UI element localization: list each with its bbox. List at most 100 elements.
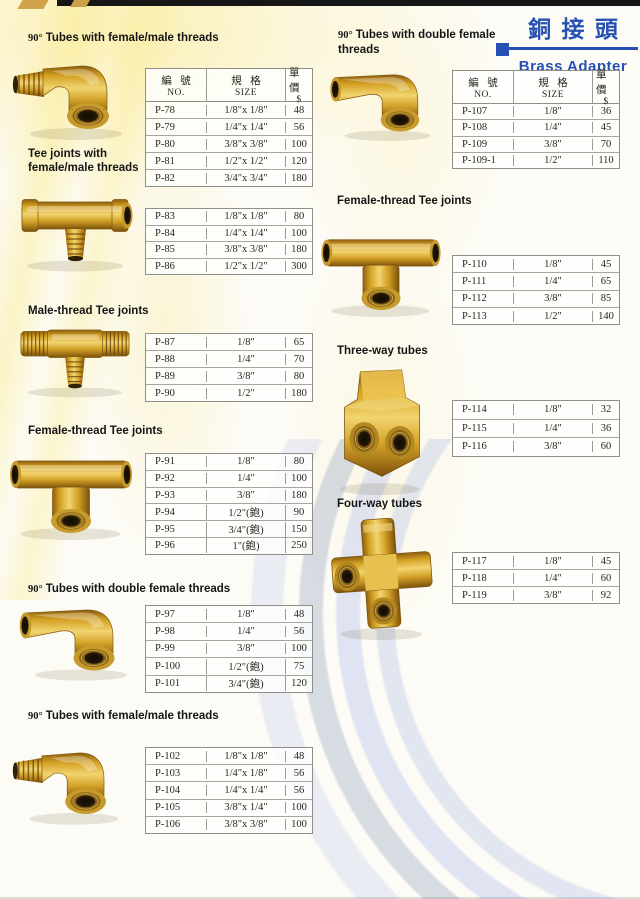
cell-part-no: P-119 [462, 589, 487, 601]
cell-part-no: P-82 [155, 172, 175, 184]
cell-size: 1/4" [206, 626, 286, 638]
section-title-text: Tubes with double female threads [45, 583, 231, 595]
table-row: P-111 1/4" 65 [453, 272, 619, 289]
photo-tee-male-thread [16, 314, 134, 400]
photo-elbow-female-male [10, 50, 140, 142]
table-row: P-108 1/4" 45 [453, 119, 619, 135]
cell-size: 3/8" [513, 293, 593, 305]
table-body: P-107 1/8" 36 P-108 1/4" 45 P-109 3/8" 70 P-109-1… [453, 104, 619, 168]
elbow-female-male-image [12, 752, 119, 825]
cell-part-no: P-87 [155, 336, 175, 348]
cell-part-no: P-84 [155, 227, 175, 239]
photo-tee-female-thread [320, 216, 442, 322]
table-row: P-84 1/4"x 1/4" 100 [146, 224, 312, 242]
cell-part-no: P-95 [155, 523, 175, 535]
cell-part-no: P-94 [155, 506, 175, 518]
table-row: P-119 3/8" 92 [453, 586, 619, 603]
degree-mark: 90° [28, 33, 43, 44]
cell-price: 80 [293, 211, 305, 223]
cell-price: 180 [291, 172, 307, 184]
cell-part-no: P-111 [462, 275, 487, 287]
cell-price: 120 [291, 155, 307, 167]
cell-part-no: P-93 [155, 489, 175, 501]
table-row: P-106 3/8"x 3/8" 100 [146, 815, 312, 833]
cell-size: 1/4" [206, 353, 286, 365]
tee-male-thread-image [20, 329, 130, 398]
four-way-tube-image [331, 517, 433, 641]
cell-price: 56 [293, 121, 305, 133]
cell-part-no: P-117 [462, 555, 487, 567]
table-row: P-93 3/8" 180 [146, 486, 312, 504]
cell-price: 48 [293, 608, 305, 620]
section-title-text: Male-thread Tee joints [28, 305, 149, 317]
photo-elbow-double-female [12, 596, 144, 682]
table-body: P-78 1/8"x 1/8" 48 P-79 1/4"x 1/4" 56 P-80 3/8"… [146, 102, 312, 186]
table-body: P-83 1/8"x 1/8" 80 P-84 1/4"x 1/4" 100 P-85 3/8… [146, 209, 312, 274]
table-body: P-91 1/8" 80 P-92 1/4" 100 P-93 3/8" 180 P-94 1/2"… [146, 454, 312, 554]
cell-price: 48 [293, 750, 305, 762]
cell-price: 120 [291, 678, 307, 690]
price-table-p78: 編 號 NO. 規 格 SIZE 單 價 $ P-78 1/8"x 1/8" 48 P-79… [145, 68, 313, 187]
cell-price: 80 [293, 370, 305, 382]
tee-female-thread-image [321, 239, 441, 317]
price-table-p117: P-117 1/8" 45 P-118 1/4" 60 P-119 3/8" 92 [452, 552, 620, 604]
table-row: P-104 1/4"x 1/4" 56 [146, 781, 312, 798]
cell-price: 65 [600, 275, 612, 287]
cell-part-no: P-110 [462, 258, 487, 270]
header-price-zh: 單 價 [289, 68, 303, 94]
table-body: P-102 1/8"x 1/8" 48 P-103 1/4"x 1/8" 56 P-104 1… [146, 748, 312, 833]
section-title-text: Female-thread Tee joints [28, 425, 163, 437]
cell-part-no: P-81 [155, 155, 175, 167]
table-body: P-97 1/8" 48 P-98 1/4" 56 P-99 3/8" 100 P-100 1/2"… [146, 606, 312, 692]
brand-underline [509, 47, 638, 50]
header-no-zh: 編 號 [468, 77, 501, 89]
cell-price: 100 [291, 473, 307, 485]
header-size: 規 格 SIZE [513, 71, 593, 103]
cell-price: 180 [291, 244, 307, 256]
cell-part-no: P-99 [155, 643, 175, 655]
cell-price: 100 [291, 802, 307, 814]
table-header: 編 號 NO. 規 格 SIZE 單 價 $ [453, 70, 619, 107]
brand-block: 銅 接 頭 Brass Adapter [496, 10, 638, 75]
table-row: P-86 1/2"x 1/2" 300 [146, 257, 312, 275]
cell-size: 1/4" [513, 122, 593, 134]
section-title-text: Tubes with double female threads [338, 29, 496, 56]
header-size-zh: 規 格 [231, 75, 264, 87]
table-row: P-102 1/8"x 1/8" 48 [146, 748, 312, 764]
photo-three-way-tube [330, 360, 434, 498]
cell-price: 140 [598, 310, 614, 322]
table-body: P-110 1/8" 45 P-111 1/4" 65 P-112 3/8" 85 P-113 1/… [453, 256, 619, 324]
table-row: P-103 1/4"x 1/8" 56 [146, 764, 312, 781]
cell-part-no: P-112 [462, 293, 487, 305]
section-title-tee-male: Male-thread Tee joints [28, 304, 149, 318]
cell-part-no: P-109 [462, 138, 488, 150]
price-table-p91: P-91 1/8" 80 P-92 1/4" 100 P-93 3/8" 180 P-94 1/2"… [145, 453, 313, 555]
degree-mark: 90° [28, 584, 43, 595]
three-way-tube-image [340, 369, 420, 496]
cell-price: 32 [600, 404, 612, 416]
header-price-en: $ [296, 95, 302, 105]
cell-size: 3/8"x 1/4" [206, 802, 286, 814]
table-row: P-80 3/8"x 3/8" 100 [146, 135, 312, 152]
elbow-double-female-image [330, 74, 431, 141]
cell-part-no: P-90 [155, 387, 175, 399]
cell-size: 1/4" [513, 572, 593, 584]
cell-size: 1/2" [513, 155, 593, 167]
section-title-tee-female-right: Female-thread Tee joints [337, 194, 472, 208]
table-header: 編 號 NO. 規 格 SIZE 單 價 $ [146, 68, 312, 105]
cell-size: 1/2"x 1/2" [206, 155, 286, 167]
table-row: P-79 1/4"x 1/4" 56 [146, 118, 312, 135]
cell-price: 180 [291, 489, 307, 501]
cell-size: 1/4"x 1/4" [206, 784, 286, 796]
cell-part-no: P-105 [155, 802, 181, 814]
table-row: P-115 1/4" 36 [453, 418, 619, 438]
cell-price: 36 [600, 422, 612, 434]
cell-size: 1/4"x 1/8" [206, 767, 286, 779]
cell-size: 3/4"(鉋) [206, 676, 286, 692]
section-title-elbow-fm-2: 90° Tubes with female/male threads [28, 709, 219, 724]
table-row: P-98 1/4" 56 [146, 622, 312, 639]
cell-price: 60 [600, 441, 612, 453]
price-table-p97: P-97 1/8" 48 P-98 1/4" 56 P-99 3/8" 100 P-100 1/2"… [145, 605, 313, 693]
cell-part-no: P-103 [155, 767, 181, 779]
table-row: P-78 1/8"x 1/8" 48 [146, 102, 312, 118]
